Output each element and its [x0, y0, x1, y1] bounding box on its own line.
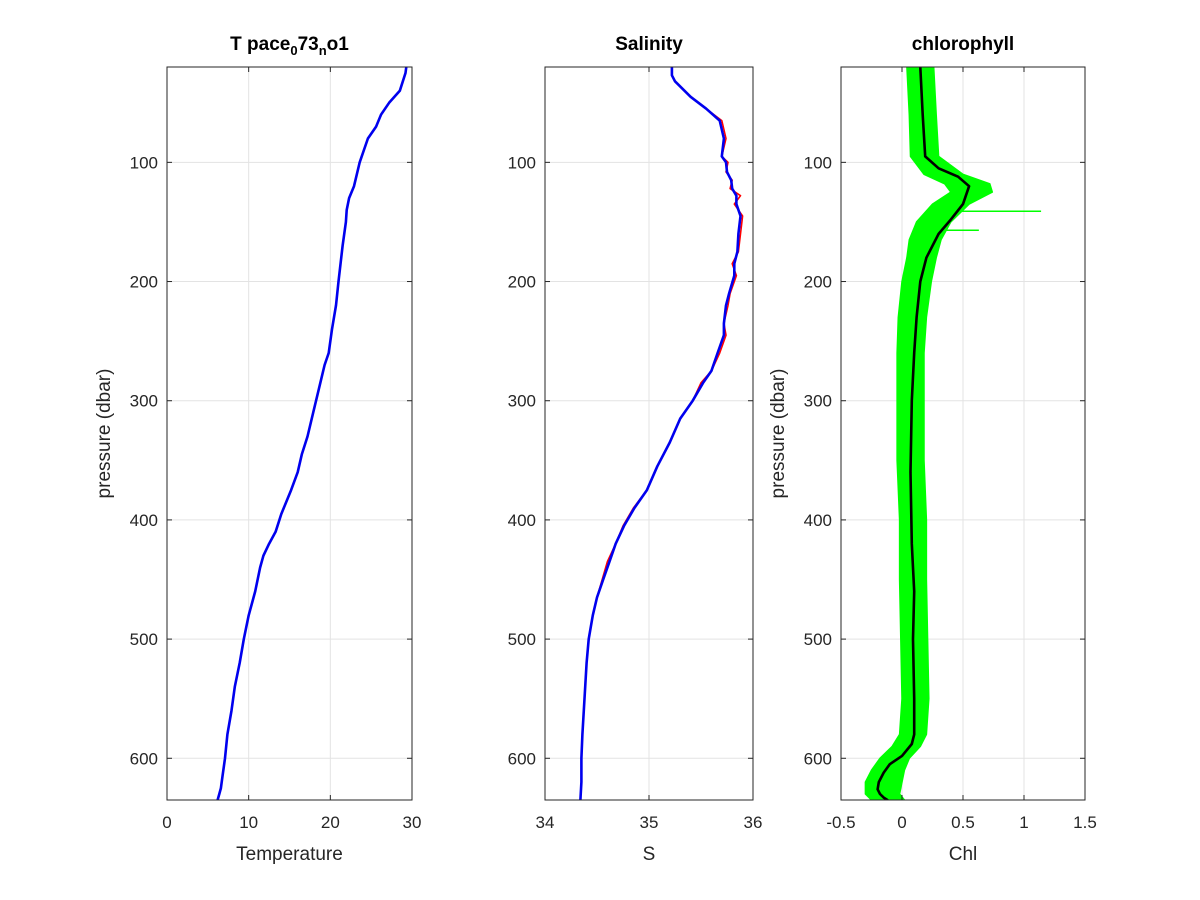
temperature-panel: 0 10 20 30 100 200 300 400 500 600 Temperature pres… — [94, 34, 421, 865]
temperature-data-layer — [216, 67, 408, 800]
salinity-x-tick-label: 36 — [744, 813, 763, 832]
temperature-y-tick-label: 400 — [130, 511, 158, 530]
salinity-y-tick-label: 300 — [508, 392, 536, 411]
chlorophyll-series-line — [876, 67, 971, 800]
temperature-x-tick-label: 20 — [321, 813, 340, 832]
temperature-title: T pace073no1 — [230, 34, 349, 58]
salinity-x-tick-label: 35 — [640, 813, 659, 832]
salinity-x-tick-label: 34 — [536, 813, 555, 832]
chlorophyll-y-tick-label: 100 — [804, 153, 832, 172]
salinity-y-tick-label: 400 — [508, 511, 536, 530]
temperature-series-line — [216, 67, 408, 800]
salinity-panel: 34 35 36 100 200 300 400 500 600 S Salinity — [508, 34, 763, 865]
temperature-y-tick-label: 300 — [130, 392, 158, 411]
title-part: n — [319, 43, 327, 58]
temperature-y-tick-label: 200 — [130, 273, 158, 292]
chlorophyll-y-tick-label: 300 — [804, 392, 832, 411]
salinity-title: Salinity — [615, 34, 683, 55]
chlorophyll-data-layer — [864, 67, 1042, 800]
chlorophyll-x-tick-label: 0.5 — [951, 813, 975, 832]
chlorophyll-x-tick-label: 0 — [897, 813, 906, 832]
title-part: T pace — [230, 34, 290, 55]
chlorophyll-x-tick-label: 1 — [1019, 813, 1028, 832]
title-part: 73 — [298, 34, 319, 55]
salinity-y-tick-label: 500 — [508, 630, 536, 649]
title-part: o1 — [327, 34, 350, 55]
temperature-axes-frame — [166, 66, 413, 801]
chlorophyll-title: chlorophyll — [912, 34, 1014, 55]
salinity-y-tick-label: 600 — [508, 749, 536, 768]
salinity-y-tick-label: 100 — [508, 153, 536, 172]
chlorophyll-envelope-band — [864, 67, 994, 800]
chlorophyll-y-tick-label: 500 — [804, 630, 832, 649]
temperature-x-tick-label: 10 — [239, 813, 258, 832]
chlorophyll-x-tick-label: 1.5 — [1073, 813, 1097, 832]
salinity-x-axis-label: S — [643, 844, 656, 865]
temperature-y-axis-label: pressure (dbar) — [94, 369, 115, 499]
chlorophyll-panel: -0.5 0 0.5 1 1.5 100 200 300 400 500 600 Chl pressur… — [768, 34, 1097, 865]
salinity-y-tick-label: 200 — [508, 273, 536, 292]
chlorophyll-y-tick-label: 200 — [804, 273, 832, 292]
temperature-y-tick-label: 100 — [130, 153, 158, 172]
temperature-x-tick-label: 30 — [403, 813, 422, 832]
chlorophyll-x-tick-label: -0.5 — [826, 813, 855, 832]
salinity-series-line — [579, 67, 742, 800]
chlorophyll-y-tick-label: 600 — [804, 749, 832, 768]
chlorophyll-y-tick-label: 400 — [804, 511, 832, 530]
salinity-data-layer — [579, 67, 744, 800]
temperature-y-tick-label: 600 — [130, 749, 158, 768]
chlorophyll-y-axis-label: pressure (dbar) — [768, 369, 789, 499]
temperature-x-tick-label: 0 — [162, 813, 171, 832]
temperature-x-axis-label: Temperature — [236, 844, 343, 865]
chlorophyll-x-axis-label: Chl — [949, 844, 978, 865]
temperature-y-tick-label: 500 — [130, 630, 158, 649]
title-part: 0 — [290, 43, 297, 58]
